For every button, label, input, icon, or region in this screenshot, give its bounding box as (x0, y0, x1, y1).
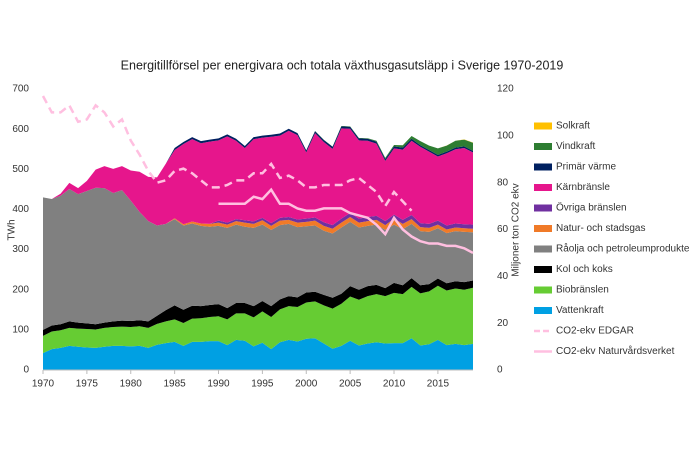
y-tick-label: 600 (12, 124, 29, 135)
x-tick-label: 1975 (76, 379, 99, 390)
legend-swatch (534, 143, 552, 150)
y-tick-label: 700 (12, 84, 29, 95)
legend-swatch (534, 266, 552, 273)
x-tick-label: 1995 (251, 379, 274, 390)
area (43, 128, 473, 226)
y2-tick-label: 40 (497, 271, 509, 282)
legend-swatch (534, 286, 552, 294)
area (43, 187, 473, 230)
legend-label: Primär värme (556, 162, 616, 173)
y2-tick-label: 100 (497, 130, 514, 141)
legend-label: Råolja och petroleumprodukter (556, 243, 690, 255)
chart-title: Energitillförsel per energivara och tota… (121, 58, 564, 72)
area (43, 187, 473, 234)
legend-swatch (534, 122, 552, 130)
y2-tick-label: 80 (497, 177, 509, 188)
x-tick-label: 2015 (427, 379, 450, 390)
area (43, 338, 473, 370)
legend-swatch (534, 307, 552, 314)
legend-label: Kärnbränsle (556, 182, 610, 193)
x-tick-label: 1990 (207, 379, 230, 390)
legend-label: Vattenkraft (556, 305, 604, 316)
y2-tick-label: 20 (497, 318, 509, 329)
y-tick-label: 200 (12, 284, 29, 295)
legend-label: CO2-ekv EDGAR (556, 326, 634, 337)
y2-tick-label: 60 (497, 224, 509, 235)
legend-label: Övriga bränslen (556, 202, 627, 214)
x-tick-label: 1970 (32, 379, 55, 390)
y2-axis-label: Miljoner ton CO2 ekv (511, 183, 522, 276)
legend-swatch (534, 184, 552, 191)
y-tick-label: 400 (12, 204, 29, 215)
area (43, 187, 473, 330)
y-tick-label: 300 (12, 244, 29, 255)
x-tick-label: 1980 (120, 379, 143, 390)
y-tick-label: 0 (23, 365, 29, 376)
y-axis-label: TWh (7, 219, 18, 240)
x-tick-label: 1985 (164, 379, 187, 390)
legend-label: Biobränslen (556, 285, 609, 296)
legend-swatch (534, 245, 552, 253)
legend-label: Solkraft (556, 121, 590, 132)
line (41, 95, 413, 212)
y-tick-label: 500 (12, 164, 29, 175)
x-tick-label: 2000 (295, 379, 318, 390)
legend-label: CO2-ekv Naturvårdsverket (556, 345, 675, 357)
legend-swatch (534, 204, 552, 212)
x-tick-label: 2005 (339, 379, 362, 390)
legend-label: Vindkraft (556, 141, 596, 152)
area (43, 278, 473, 336)
area (43, 285, 473, 354)
x-tick-label: 2010 (383, 379, 406, 390)
y2-tick-label: 0 (497, 365, 503, 376)
y2-tick-label: 120 (497, 84, 514, 95)
legend-label: Natur- och stadsgas (556, 223, 646, 234)
legend-swatch (534, 225, 552, 232)
legend-label: Kol och koks (556, 264, 613, 275)
y-tick-label: 100 (12, 324, 29, 335)
legend-swatch (534, 163, 552, 171)
line (218, 187, 474, 255)
